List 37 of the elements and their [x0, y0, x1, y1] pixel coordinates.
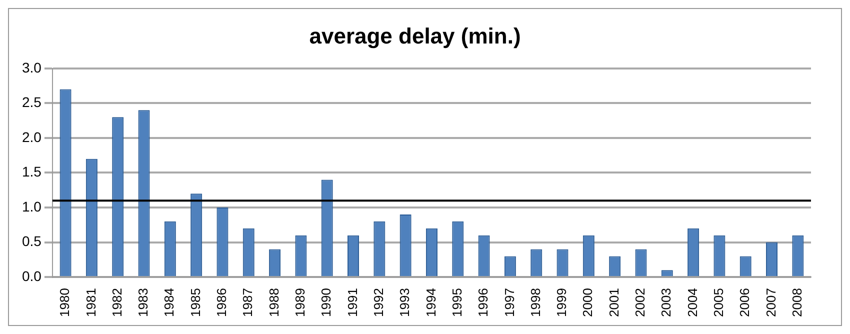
- x-tick-label: 2001: [606, 288, 622, 317]
- x-tick-label: 1996: [476, 288, 491, 317]
- x-tick-label: 1982: [109, 288, 124, 317]
- x-tick-label: 1983: [136, 288, 151, 317]
- x-tick-label: 2000: [580, 288, 596, 317]
- x-tick-label: 2005: [711, 288, 726, 317]
- y-tick-label: 1.5: [22, 164, 42, 180]
- x-tick-label: 1998: [528, 288, 543, 317]
- y-tick-label: 2.5: [22, 94, 42, 110]
- x-tick-label: 1999: [554, 288, 570, 317]
- y-tick-label: 1.0: [22, 198, 42, 214]
- y-tick-label: 0.0: [22, 268, 42, 284]
- x-tick-label: 1995: [449, 288, 464, 317]
- x-tick-label: 1981: [83, 288, 98, 317]
- x-tick-label: 1990: [318, 288, 334, 317]
- y-tick-label: 0.5: [22, 233, 42, 250]
- x-tick-label: 2006: [737, 288, 752, 317]
- x-tick-label: 1994: [423, 288, 438, 317]
- x-tick-label: 1992: [370, 288, 386, 317]
- x-tick-label: 1989: [292, 288, 308, 317]
- x-tick-label: 2002: [632, 288, 648, 317]
- x-tick-label: 1984: [162, 288, 177, 317]
- x-tick-label: 1987: [240, 288, 256, 317]
- y-tick-label: 3.0: [22, 59, 42, 76]
- y-tick-label: 2.0: [22, 128, 42, 145]
- x-tick-label: 1985: [188, 288, 203, 317]
- x-tick-label: 2008: [790, 288, 804, 317]
- x-tick-label: 2003: [658, 288, 674, 317]
- x-tick-label: 2007: [763, 288, 778, 317]
- x-tick-label: 2004: [684, 288, 700, 317]
- x-tick-label: 1997: [502, 288, 517, 317]
- x-tick-label: 1988: [266, 288, 282, 317]
- x-tick-label: 1986: [214, 288, 230, 317]
- x-tick-label: 1993: [397, 288, 412, 317]
- x-tick-label: 1980: [57, 288, 72, 317]
- chart-title: average delay (min.): [309, 23, 521, 48]
- x-tick-label: 1991: [344, 288, 360, 317]
